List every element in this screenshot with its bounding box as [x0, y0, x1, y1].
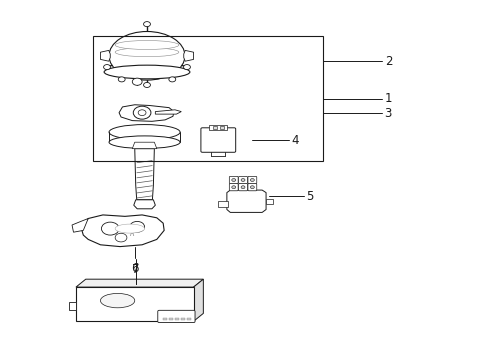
- Bar: [169, 318, 173, 320]
- Circle shape: [118, 77, 125, 82]
- Ellipse shape: [109, 125, 180, 140]
- Text: 2: 2: [385, 55, 392, 68]
- FancyBboxPatch shape: [158, 310, 195, 323]
- Circle shape: [241, 179, 245, 181]
- Text: 7: 7: [132, 263, 140, 276]
- Polygon shape: [194, 279, 203, 321]
- Text: 6: 6: [131, 262, 139, 275]
- Bar: [93, 36, 323, 161]
- Ellipse shape: [100, 293, 135, 308]
- Polygon shape: [132, 142, 157, 149]
- FancyBboxPatch shape: [248, 184, 257, 191]
- FancyBboxPatch shape: [239, 184, 247, 191]
- Bar: [213, 126, 217, 129]
- Text: 1: 1: [385, 92, 392, 105]
- Polygon shape: [134, 200, 155, 209]
- Circle shape: [250, 186, 254, 189]
- Text: 5: 5: [306, 190, 314, 203]
- Bar: [266, 199, 273, 204]
- Polygon shape: [72, 219, 88, 232]
- FancyBboxPatch shape: [239, 176, 247, 184]
- Ellipse shape: [115, 224, 145, 233]
- Polygon shape: [81, 215, 164, 247]
- FancyBboxPatch shape: [201, 128, 236, 152]
- Circle shape: [115, 233, 127, 242]
- Bar: [187, 318, 191, 320]
- Circle shape: [132, 78, 142, 85]
- Polygon shape: [155, 110, 181, 114]
- Polygon shape: [119, 105, 174, 121]
- Polygon shape: [76, 279, 203, 287]
- Circle shape: [232, 179, 236, 181]
- Circle shape: [144, 22, 150, 27]
- Circle shape: [101, 222, 119, 235]
- Circle shape: [130, 221, 145, 232]
- Polygon shape: [76, 287, 194, 321]
- Bar: [209, 125, 227, 130]
- Text: R: R: [130, 231, 135, 237]
- Bar: [163, 318, 167, 320]
- FancyBboxPatch shape: [248, 176, 257, 184]
- Ellipse shape: [104, 65, 190, 79]
- Circle shape: [232, 186, 236, 189]
- Circle shape: [184, 64, 191, 69]
- Circle shape: [241, 186, 245, 189]
- Bar: [218, 201, 228, 207]
- Circle shape: [138, 110, 146, 116]
- Polygon shape: [184, 50, 194, 61]
- Text: 3: 3: [385, 107, 392, 120]
- Polygon shape: [100, 50, 110, 61]
- Ellipse shape: [109, 32, 185, 80]
- FancyBboxPatch shape: [229, 176, 238, 184]
- Polygon shape: [227, 190, 266, 212]
- Bar: [220, 126, 224, 129]
- FancyBboxPatch shape: [229, 184, 238, 191]
- Ellipse shape: [109, 136, 180, 149]
- Polygon shape: [69, 302, 76, 310]
- Polygon shape: [135, 149, 154, 200]
- Ellipse shape: [115, 41, 179, 50]
- Bar: [175, 318, 179, 320]
- Text: 4: 4: [292, 134, 299, 147]
- Circle shape: [144, 82, 150, 87]
- Circle shape: [103, 64, 110, 69]
- Ellipse shape: [115, 48, 179, 57]
- Circle shape: [133, 106, 151, 119]
- Circle shape: [250, 179, 254, 181]
- Bar: [181, 318, 185, 320]
- Circle shape: [169, 77, 176, 82]
